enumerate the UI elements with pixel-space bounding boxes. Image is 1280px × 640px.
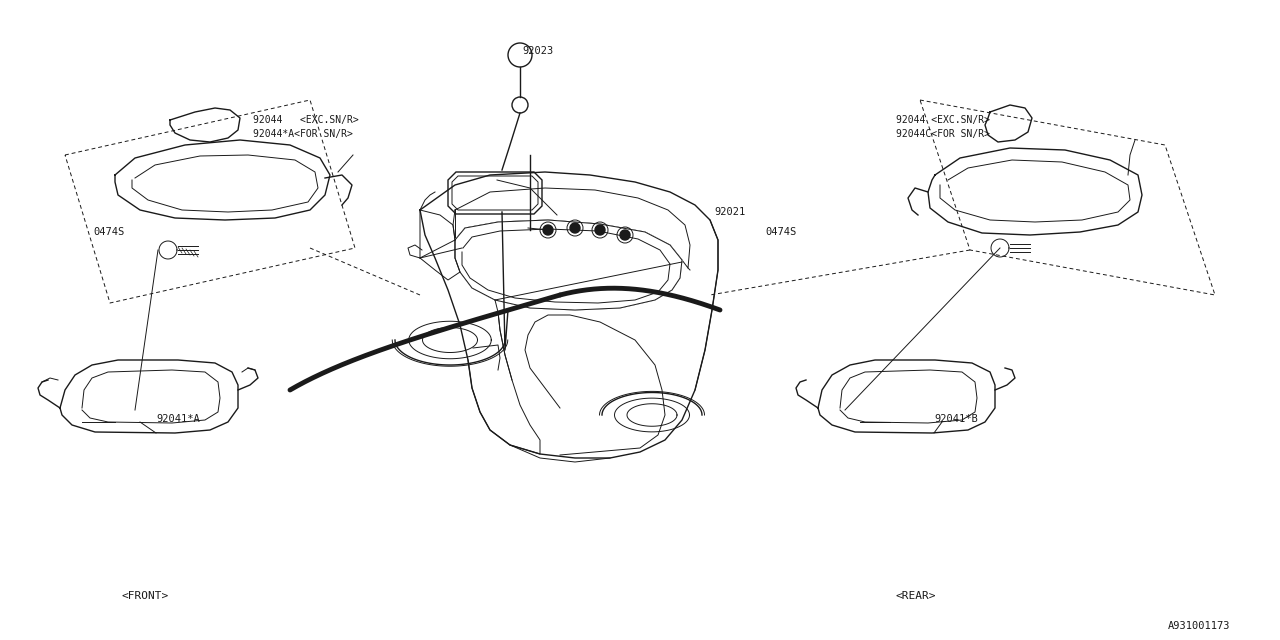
Text: 92021: 92021 <box>714 207 745 218</box>
Text: 92044   <EXC.SN/R>: 92044 <EXC.SN/R> <box>253 115 360 125</box>
Text: 92041*A: 92041*A <box>156 414 200 424</box>
Text: 92044C<FOR SN/R>: 92044C<FOR SN/R> <box>896 129 989 140</box>
Circle shape <box>570 223 580 233</box>
Text: 0474S: 0474S <box>765 227 796 237</box>
Text: 0474S: 0474S <box>93 227 124 237</box>
Circle shape <box>543 225 553 235</box>
Circle shape <box>620 230 630 240</box>
Text: <FRONT>: <FRONT> <box>122 591 169 602</box>
Text: A931001173: A931001173 <box>1167 621 1230 631</box>
Polygon shape <box>454 220 682 310</box>
Circle shape <box>595 225 605 235</box>
Text: 92044 <EXC.SN/R>: 92044 <EXC.SN/R> <box>896 115 989 125</box>
Text: 92023: 92023 <box>522 46 553 56</box>
Text: <REAR>: <REAR> <box>896 591 937 602</box>
Text: 92044*A<FOR SN/R>: 92044*A<FOR SN/R> <box>253 129 353 140</box>
Text: 92041*B: 92041*B <box>934 414 978 424</box>
